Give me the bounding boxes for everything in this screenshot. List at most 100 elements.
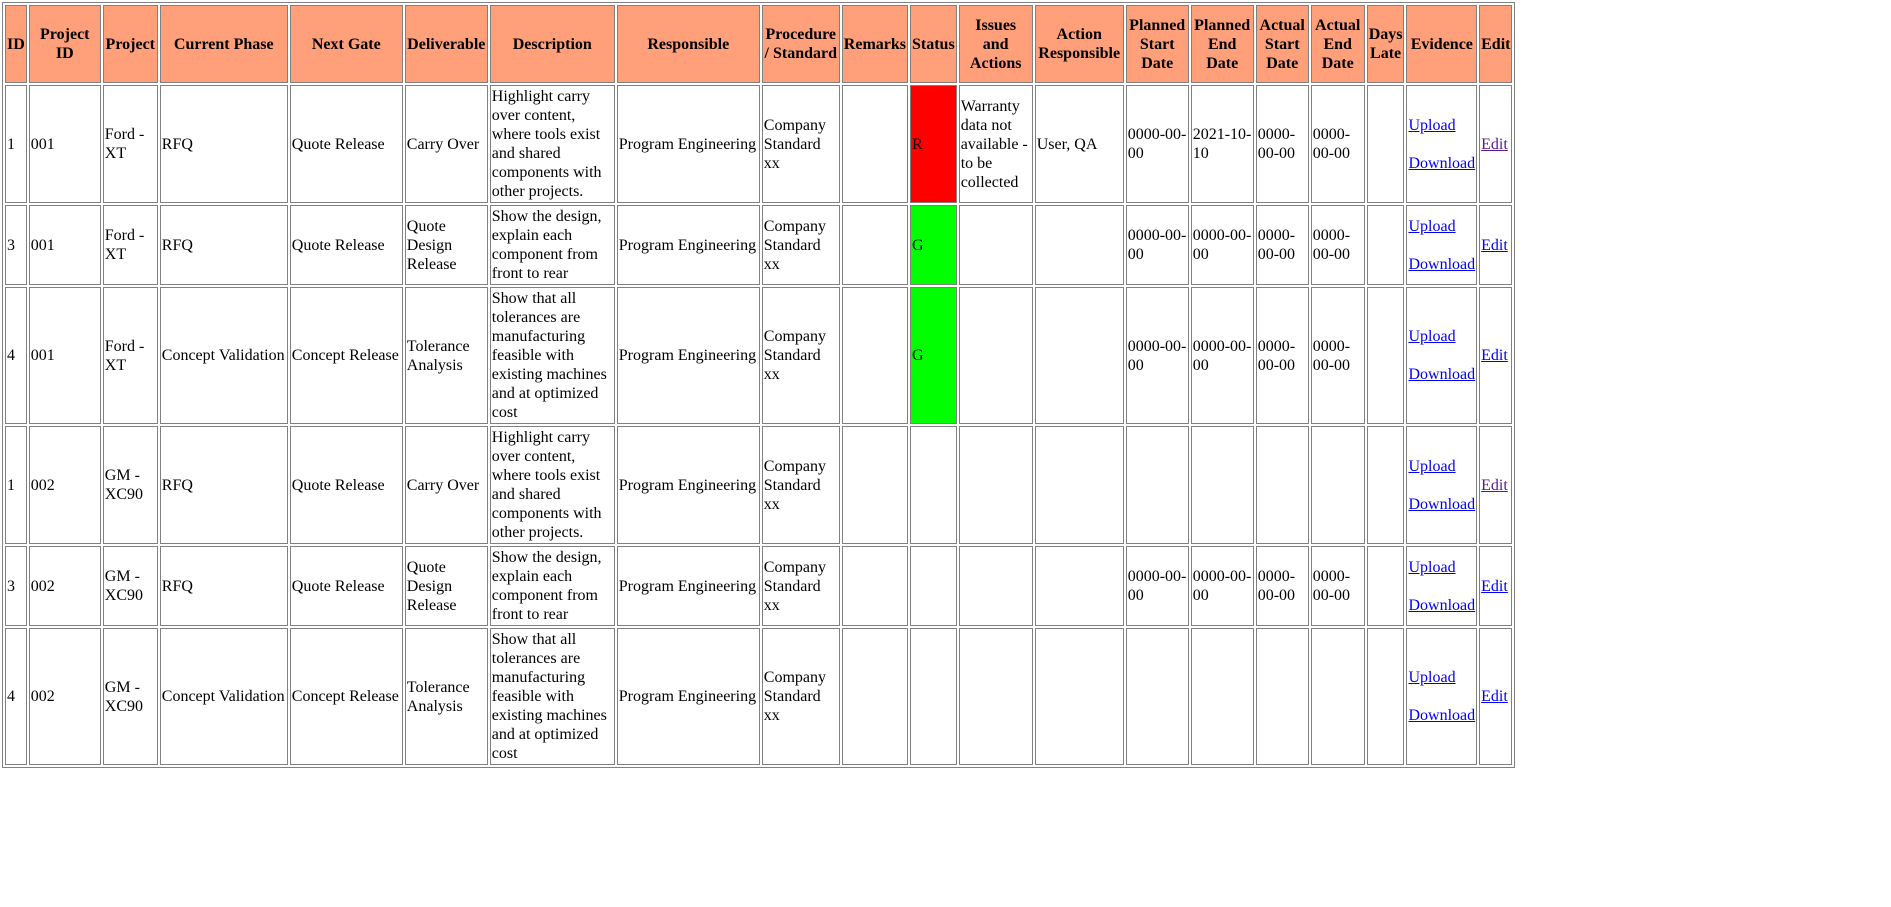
header-responsible: Responsible xyxy=(616,5,760,83)
table-row: 4 001 Ford - XT Concept Validation Conce… xyxy=(5,287,1513,424)
cell-actual-end: 0000-00-00 xyxy=(1310,205,1365,285)
edit-link[interactable]: Edit xyxy=(1481,476,1508,494)
cell-actual-start xyxy=(1255,628,1309,765)
cell-responsible: Program Engineering xyxy=(616,287,760,424)
cell-id: 3 xyxy=(5,546,27,626)
table-row: 1 002 GM - XC90 RFQ Quote Release Carry … xyxy=(5,426,1513,544)
download-link[interactable]: Download xyxy=(1408,596,1476,614)
cell-project: Ford - XT xyxy=(102,287,158,424)
upload-link[interactable]: Upload xyxy=(1408,116,1456,134)
cell-project: GM - XC90 xyxy=(102,426,158,544)
edit-link[interactable]: Edit xyxy=(1481,135,1508,153)
upload-link[interactable]: Upload xyxy=(1408,457,1456,475)
cell-remarks xyxy=(841,205,908,285)
cell-action-responsible xyxy=(1034,628,1124,765)
cell-days-late xyxy=(1366,628,1405,765)
edit-link[interactable]: Edit xyxy=(1481,688,1508,705)
cell-edit: Edit xyxy=(1479,546,1513,626)
cell-description: Show that all tolerances are manufacturi… xyxy=(489,628,615,765)
header-planned-end: Planned End Date xyxy=(1190,5,1254,83)
cell-procedure: Company Standard xx xyxy=(761,546,840,626)
cell-project-id: 001 xyxy=(28,287,101,424)
cell-responsible: Program Engineering xyxy=(616,85,760,203)
cell-planned-end: 2021-10-10 xyxy=(1190,85,1254,203)
cell-next-gate: Concept Release xyxy=(289,628,403,765)
header-id: ID xyxy=(5,5,27,83)
cell-next-gate: Quote Release xyxy=(289,546,403,626)
download-link[interactable]: Download xyxy=(1408,366,1476,383)
cell-project: Ford - XT xyxy=(102,85,158,203)
cell-edit: Edit xyxy=(1479,628,1513,765)
cell-planned-start xyxy=(1125,426,1189,544)
header-project-id: Project ID xyxy=(28,5,101,83)
cell-evidence: Upload Download xyxy=(1406,628,1478,765)
cell-deliverable: Quote Design Release xyxy=(404,205,488,285)
download-link[interactable]: Download xyxy=(1408,495,1476,513)
cell-action-responsible: User, QA xyxy=(1034,85,1124,203)
deliverables-table-wrapper: ID Project ID Project Current Phase Next… xyxy=(2,2,1516,768)
cell-next-gate: Quote Release xyxy=(289,85,403,203)
status-badge: G xyxy=(910,205,957,285)
cell-id: 1 xyxy=(5,85,27,203)
cell-evidence: Upload Download xyxy=(1406,85,1478,203)
cell-issues xyxy=(958,205,1033,285)
deliverables-table: ID Project ID Project Current Phase Next… xyxy=(2,2,1516,768)
upload-link[interactable]: Upload xyxy=(1408,328,1456,345)
cell-description: Show the design, explain each component … xyxy=(489,546,615,626)
edit-link[interactable]: Edit xyxy=(1481,347,1508,364)
cell-responsible: Program Engineering xyxy=(616,205,760,285)
cell-planned-end: 0000-00-00 xyxy=(1190,287,1254,424)
cell-responsible: Program Engineering xyxy=(616,546,760,626)
edit-link[interactable]: Edit xyxy=(1481,577,1508,595)
cell-actual-end xyxy=(1310,628,1365,765)
cell-project-id: 001 xyxy=(28,205,101,285)
cell-edit: Edit xyxy=(1479,85,1513,203)
status-badge xyxy=(910,546,957,626)
cell-project-id: 002 xyxy=(28,628,101,765)
cell-actual-start: 0000-00-00 xyxy=(1255,287,1309,424)
cell-planned-start xyxy=(1125,628,1189,765)
cell-issues xyxy=(958,287,1033,424)
upload-link[interactable]: Upload xyxy=(1408,558,1456,576)
cell-edit: Edit xyxy=(1479,287,1513,424)
cell-action-responsible xyxy=(1034,426,1124,544)
cell-planned-start: 0000-00-00 xyxy=(1125,287,1189,424)
header-next-gate: Next Gate xyxy=(289,5,403,83)
cell-planned-end: 0000-00-00 xyxy=(1190,546,1254,626)
cell-planned-end xyxy=(1190,628,1254,765)
cell-planned-start: 0000-00-00 xyxy=(1125,205,1189,285)
header-row: ID Project ID Project Current Phase Next… xyxy=(5,5,1513,83)
cell-days-late xyxy=(1366,287,1405,424)
cell-actual-start: 0000-00-00 xyxy=(1255,205,1309,285)
upload-link[interactable]: Upload xyxy=(1408,217,1456,235)
cell-remarks xyxy=(841,426,908,544)
cell-description: Highlight carry over content, where tool… xyxy=(489,85,615,203)
header-actual-end: Actual End Date xyxy=(1310,5,1365,83)
cell-project-id: 002 xyxy=(28,546,101,626)
status-badge: R xyxy=(910,85,957,203)
cell-actual-end: 0000-00-00 xyxy=(1310,287,1365,424)
cell-days-late xyxy=(1366,85,1405,203)
status-badge xyxy=(910,628,957,765)
cell-remarks xyxy=(841,287,908,424)
cell-planned-end: 0000-00-00 xyxy=(1190,205,1254,285)
header-action-responsible: Action Responsible xyxy=(1034,5,1124,83)
edit-link[interactable]: Edit xyxy=(1481,236,1508,254)
download-link[interactable]: Download xyxy=(1408,707,1476,724)
download-link[interactable]: Download xyxy=(1408,154,1476,172)
cell-procedure: Company Standard xx xyxy=(761,426,840,544)
download-link[interactable]: Download xyxy=(1408,255,1476,273)
cell-current-phase: RFQ xyxy=(159,546,288,626)
cell-id: 4 xyxy=(5,628,27,765)
header-days-late: Days Late xyxy=(1366,5,1405,83)
cell-planned-end xyxy=(1190,426,1254,544)
table-row: 3 001 Ford - XT RFQ Quote Release Quote … xyxy=(5,205,1513,285)
header-status: Status xyxy=(910,5,957,83)
upload-link[interactable]: Upload xyxy=(1408,669,1456,686)
header-remarks: Remarks xyxy=(841,5,908,83)
cell-actual-end xyxy=(1310,426,1365,544)
cell-planned-start: 0000-00-00 xyxy=(1125,85,1189,203)
cell-days-late xyxy=(1366,426,1405,544)
cell-project-id: 002 xyxy=(28,426,101,544)
cell-planned-start: 0000-00-00 xyxy=(1125,546,1189,626)
